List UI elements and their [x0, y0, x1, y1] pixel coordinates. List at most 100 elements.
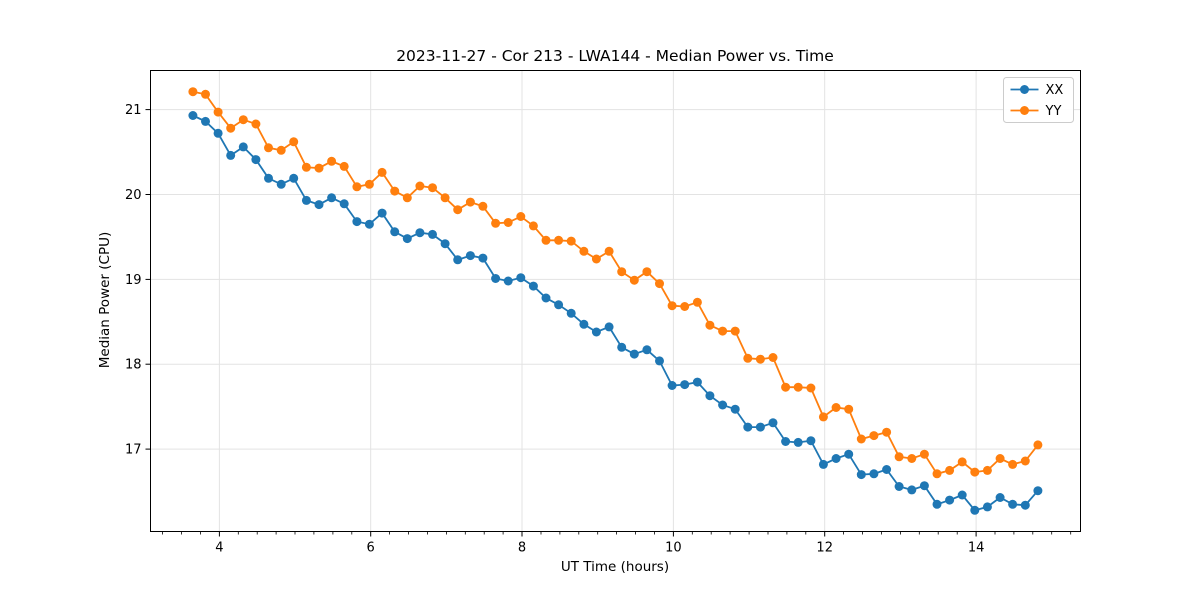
- legend-marker-icon: [1020, 85, 1029, 94]
- data-point-xx: [692, 377, 702, 387]
- data-point-yy: [516, 212, 526, 221]
- data-point-xx: [264, 173, 273, 183]
- x-tick-label: 10: [665, 541, 682, 556]
- data-point-xx: [226, 150, 236, 160]
- data-point-xx: [995, 493, 1005, 502]
- data-point-yy: [629, 275, 639, 285]
- data-point-yy: [428, 183, 437, 193]
- data-point-xx: [667, 381, 677, 390]
- data-point-yy: [642, 267, 652, 277]
- data-point-yy: [932, 469, 942, 479]
- data-point-xx: [755, 422, 765, 432]
- series-yy: [188, 87, 1043, 479]
- data-point-xx: [1020, 500, 1030, 510]
- data-point-yy: [251, 119, 261, 129]
- x-axis-label: UT Time (hours): [560, 559, 670, 575]
- data-point-xx: [566, 308, 576, 318]
- data-point-yy: [465, 197, 475, 207]
- data-point-yy: [377, 167, 387, 177]
- data-point-xx: [718, 400, 728, 410]
- data-point-xx: [831, 454, 841, 463]
- data-point-xx: [705, 391, 715, 401]
- x-tick-label: 4: [215, 541, 223, 556]
- series-line-xx: [192, 114, 1039, 512]
- series-line-yy: [192, 90, 1039, 475]
- data-point-xx: [882, 465, 892, 474]
- legend-item-xx: XX: [1010, 83, 1064, 98]
- data-point-xx: [415, 228, 425, 238]
- data-point-yy: [692, 297, 702, 307]
- x-tick-label: 6: [367, 541, 375, 556]
- data-point-xx: [907, 485, 917, 495]
- data-point-xx: [390, 227, 400, 237]
- data-point-yy: [718, 326, 728, 336]
- data-point-yy: [919, 449, 929, 459]
- data-point-yy: [478, 201, 488, 211]
- data-point-yy: [806, 383, 816, 393]
- data-point-yy: [226, 123, 236, 133]
- data-point-yy: [503, 218, 513, 227]
- data-point-xx: [591, 327, 601, 337]
- data-point-yy: [491, 218, 501, 228]
- data-point-xx: [276, 179, 286, 189]
- legend-item-yy: YY: [1010, 104, 1061, 119]
- data-point-xx: [642, 345, 652, 355]
- data-point-xx: [428, 229, 437, 239]
- data-point-xx: [238, 142, 248, 152]
- data-point-yy: [869, 431, 879, 441]
- data-point-yy: [213, 107, 223, 117]
- legend-label: XX: [1046, 83, 1064, 98]
- data-point-xx: [743, 422, 753, 432]
- data-point-xx: [793, 437, 803, 447]
- data-point-xx: [768, 418, 778, 428]
- data-point-xx: [251, 155, 261, 165]
- data-point-yy: [755, 354, 765, 364]
- y-tick-label: 19: [125, 273, 142, 288]
- data-point-xx: [970, 505, 980, 515]
- data-point-yy: [201, 89, 210, 99]
- data-point-xx: [491, 274, 501, 283]
- y-tick-label: 17: [125, 443, 142, 458]
- y-tick-label: 21: [125, 103, 142, 118]
- data-point-yy: [238, 115, 248, 125]
- data-point-xx: [465, 251, 475, 261]
- data-point-yy: [352, 182, 362, 192]
- data-point-xx: [680, 380, 690, 390]
- data-point-yy: [781, 382, 791, 392]
- x-tick-label: 14: [968, 541, 985, 556]
- data-point-xx: [289, 173, 299, 183]
- data-point-yy: [705, 320, 715, 330]
- data-point-yy: [591, 254, 601, 264]
- data-point-xx: [440, 239, 450, 249]
- data-point-yy: [907, 454, 917, 463]
- data-point-xx: [327, 193, 337, 203]
- data-point-xx: [629, 349, 639, 359]
- data-point-xx: [844, 449, 854, 459]
- data-point-yy: [680, 302, 690, 311]
- data-point-xx: [314, 200, 324, 210]
- data-point-yy: [667, 301, 677, 311]
- data-point-yy: [402, 193, 412, 203]
- data-point-yy: [957, 457, 967, 467]
- y-tick-label: 18: [125, 358, 142, 373]
- data-point-yy: [528, 221, 538, 231]
- data-point-xx: [932, 499, 942, 509]
- data-point-yy: [768, 353, 778, 362]
- x-axis-ticks: 4 6 8 10 12 14: [162, 531, 1072, 556]
- data-point-xx: [1033, 486, 1043, 496]
- data-point-yy: [743, 353, 753, 363]
- data-point-yy: [364, 179, 374, 189]
- data-point-xx: [894, 482, 904, 491]
- data-point-yy: [188, 87, 198, 97]
- data-point-xx: [339, 199, 349, 209]
- data-point-yy: [339, 161, 349, 171]
- data-point-yy: [541, 235, 551, 245]
- x-tick-label: 12: [816, 541, 833, 556]
- data-point-yy: [894, 452, 904, 462]
- data-point-yy: [856, 434, 866, 444]
- data-point-yy: [970, 467, 980, 477]
- data-point-xx: [604, 322, 614, 332]
- data-point-yy: [793, 382, 803, 392]
- data-point-yy: [390, 186, 400, 196]
- data-point-yy: [314, 163, 324, 173]
